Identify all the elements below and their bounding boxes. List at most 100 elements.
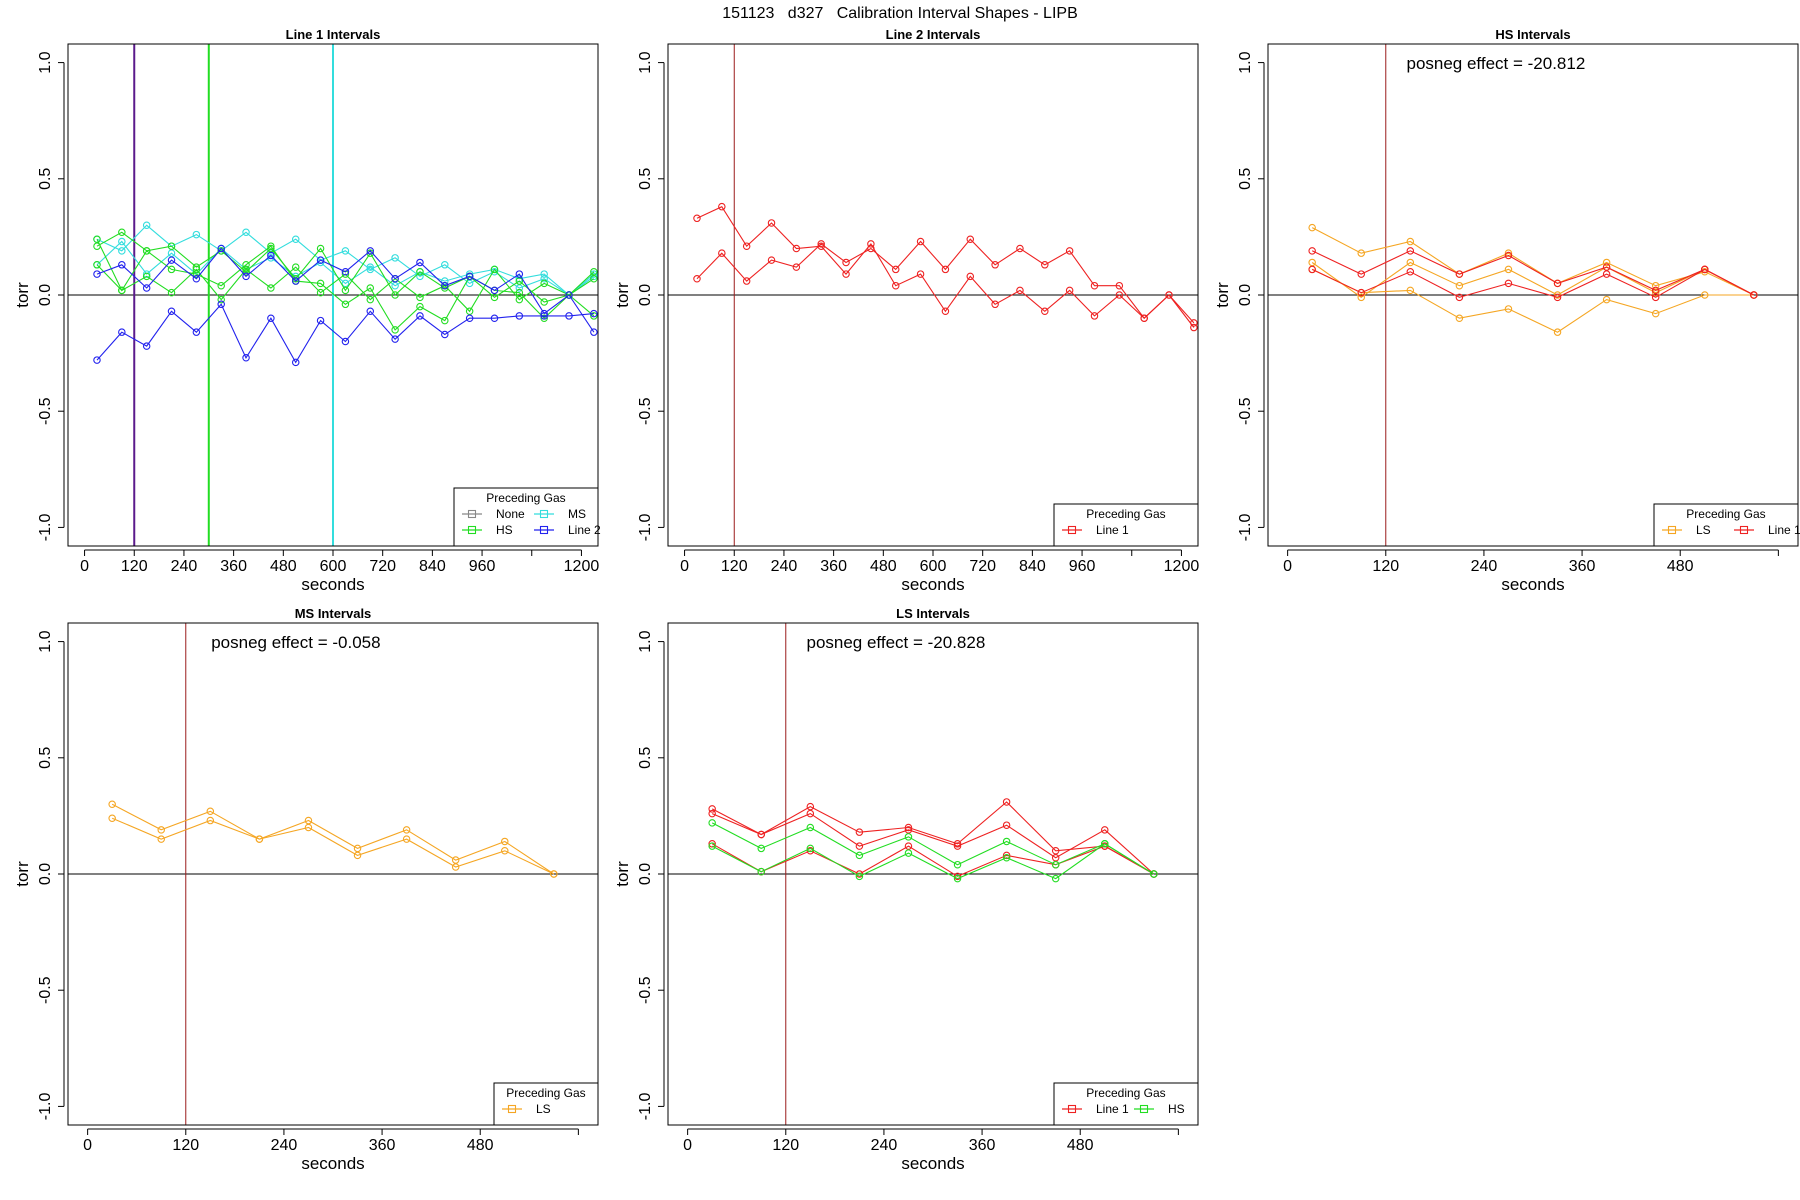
data-point [316, 256, 325, 264]
data-point [304, 816, 313, 825]
data-point [1455, 270, 1464, 278]
data-point [142, 221, 151, 230]
data-point [391, 335, 399, 343]
data-point [515, 270, 524, 278]
data-point [391, 291, 399, 299]
x-tick-label: 360 [220, 558, 247, 575]
legend-label: LS [536, 1102, 551, 1116]
data-point [867, 240, 875, 248]
data-point [93, 356, 101, 364]
data-point [590, 309, 598, 318]
data-point [1553, 328, 1562, 336]
series-line [1311, 268, 1755, 298]
data-point [1701, 291, 1709, 299]
data-point [1357, 288, 1365, 297]
data-point [341, 337, 350, 346]
data-point [118, 261, 126, 269]
data-point [855, 828, 864, 836]
data-point [416, 312, 424, 320]
data-point [416, 293, 424, 302]
data-point [465, 279, 474, 288]
x-axis-label: seconds [901, 1154, 964, 1173]
data-point [341, 286, 350, 295]
data-point [565, 312, 573, 320]
chart-panel-ls: LS Intervals 0 120 240 360 480 seconds -1.0 -0.5… [613, 606, 1199, 1173]
data-point [757, 844, 765, 853]
data-point [93, 261, 101, 269]
x-tick-label: 120 [1372, 558, 1399, 575]
x-tick-label: 120 [772, 1137, 799, 1154]
chart-panel-ms: MS Intervals 0 120 240 360 480 seconds -1.0 -0.5… [13, 606, 599, 1173]
data-point [192, 274, 201, 283]
data-point [1357, 270, 1365, 278]
data-point [366, 284, 375, 292]
data-point [1504, 249, 1513, 257]
data-point [353, 844, 362, 853]
data-point [93, 270, 101, 278]
data-point [855, 851, 864, 860]
data-point [1190, 323, 1198, 332]
x-tick-label: 240 [871, 1137, 898, 1154]
legend-swatch-marker [467, 509, 477, 519]
legend-label: HS [1168, 1102, 1185, 1116]
data-point [341, 268, 350, 276]
data-point [1090, 312, 1099, 320]
data-point [490, 265, 499, 274]
data-point [167, 307, 176, 316]
y-tick-label: -0.5 [37, 397, 54, 425]
data-point [157, 826, 165, 834]
data-point [1602, 258, 1611, 267]
data-point [1041, 261, 1049, 269]
y-tick-label: 0.5 [37, 747, 54, 769]
data-point [1651, 281, 1660, 290]
plot-frame [667, 622, 1199, 1126]
x-tick-label: 840 [1019, 558, 1046, 575]
x-axis-label: seconds [301, 575, 364, 594]
legend-label: Line 1 [1096, 523, 1129, 537]
data-point [540, 298, 548, 306]
legend-box [493, 1082, 599, 1126]
data-point [806, 823, 815, 832]
x-tick-label: 0 [83, 1137, 92, 1154]
data-point [1002, 853, 1011, 862]
data-point [708, 809, 716, 818]
data-point [1701, 265, 1709, 274]
data-point [953, 872, 962, 881]
data-point [1504, 279, 1513, 288]
x-tick-label: 240 [771, 558, 798, 575]
data-point [118, 328, 126, 336]
data-point [206, 807, 215, 815]
y-axis-label: torr [1213, 282, 1232, 308]
chart-title: Line 2 Intervals [886, 27, 981, 42]
y-tick-label: 0.5 [1237, 168, 1254, 190]
data-point [490, 314, 499, 322]
data-point [402, 826, 411, 834]
legend-label: MS [568, 507, 586, 521]
data-point [167, 256, 176, 264]
data-point [1651, 293, 1660, 302]
data-point [590, 268, 598, 276]
data-point [192, 265, 201, 274]
data-point [167, 242, 176, 250]
plot-frame [1267, 43, 1799, 547]
x-tick-label: 0 [680, 558, 689, 575]
y-tick-label: 0.0 [637, 284, 654, 306]
plot-frame [67, 622, 599, 1126]
y-tick-label: 1.0 [37, 630, 54, 652]
data-point [1308, 258, 1316, 267]
data-point [1065, 286, 1074, 295]
data-point [1101, 826, 1109, 834]
data-point [953, 842, 962, 850]
y-tick-label: -0.5 [1237, 397, 1254, 425]
data-point [402, 835, 411, 843]
x-tick-label: 960 [1069, 558, 1096, 575]
data-point [441, 261, 449, 269]
data-point [1308, 265, 1316, 274]
series-line [696, 205, 1195, 324]
data-point [316, 279, 325, 288]
data-point [540, 312, 548, 320]
data-point [1002, 821, 1011, 829]
data-point [953, 840, 962, 848]
data-point [217, 300, 225, 309]
posneg-annotation: posneg effect = -20.828 [806, 633, 985, 652]
